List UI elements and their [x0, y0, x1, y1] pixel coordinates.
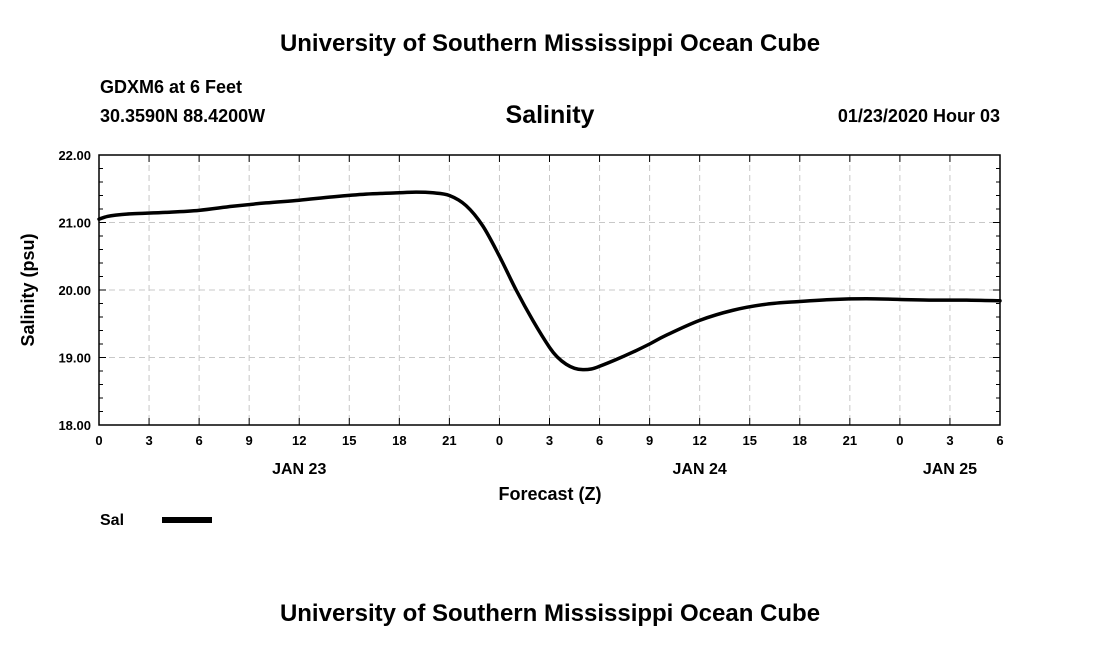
- x-tick-label: 3: [946, 433, 953, 448]
- y-tick-label: 18.00: [58, 418, 91, 433]
- x-tick-label: 0: [896, 433, 903, 448]
- page-title: University of Southern Mississippi Ocean…: [279, 30, 821, 57]
- x-tick-label: 15: [342, 433, 356, 448]
- x-tick-label: 0: [496, 433, 503, 448]
- y-tick-label: 22.00: [58, 148, 91, 163]
- x-tick-label: 18: [793, 433, 807, 448]
- x-tick-label: 15: [742, 433, 756, 448]
- x-tick-label: 6: [996, 433, 1003, 448]
- x-date-label: JAN 24: [673, 461, 727, 478]
- series-line-sal: [97, 190, 1002, 372]
- footer-title: University of Southern Mississippi Ocean…: [279, 600, 821, 627]
- plot-frame: [98, 154, 1001, 426]
- coordinates-label: 30.3590N 88.4200W: [100, 106, 266, 126]
- series-layer: [97, 190, 1002, 372]
- grid-lines: [99, 155, 1000, 425]
- x-tick-label: 18: [392, 433, 406, 448]
- x-tick-label: 12: [292, 433, 306, 448]
- x-date-label: JAN 25: [923, 461, 977, 478]
- y-tick-label: 19.00: [58, 351, 91, 366]
- x-tick-label: 9: [246, 433, 253, 448]
- x-tick-label: 3: [145, 433, 152, 448]
- x-tick-label: 12: [692, 433, 706, 448]
- x-tick-label: 21: [442, 433, 456, 448]
- station-label: GDXM6 at 6 Feet: [100, 77, 243, 97]
- x-tick-label: 9: [646, 433, 653, 448]
- tick-labels: 0 3 6 9 12 15 18 21 0 3 6 9 12 15 18 21 0 3 6 18.00 19.00 20.…: [58, 148, 1003, 478]
- x-tick-label: 6: [596, 433, 603, 448]
- x-date-label: JAN 23: [272, 461, 326, 478]
- y-axis-title: Salinity (psu): [18, 233, 38, 346]
- x-tick-label: 21: [843, 433, 857, 448]
- chart-title: Salinity: [505, 101, 595, 129]
- legend-label: Sal: [100, 512, 124, 529]
- y-tick-label: 21.00: [58, 216, 91, 231]
- x-tick-label: 3: [546, 433, 553, 448]
- timestamp-label: 01/23/2020 Hour 03: [837, 106, 1000, 126]
- x-tick-label: 6: [195, 433, 202, 448]
- x-tick-label: 0: [95, 433, 102, 448]
- x-axis-title: Forecast (Z): [498, 484, 601, 504]
- y-tick-label: 20.00: [58, 283, 91, 298]
